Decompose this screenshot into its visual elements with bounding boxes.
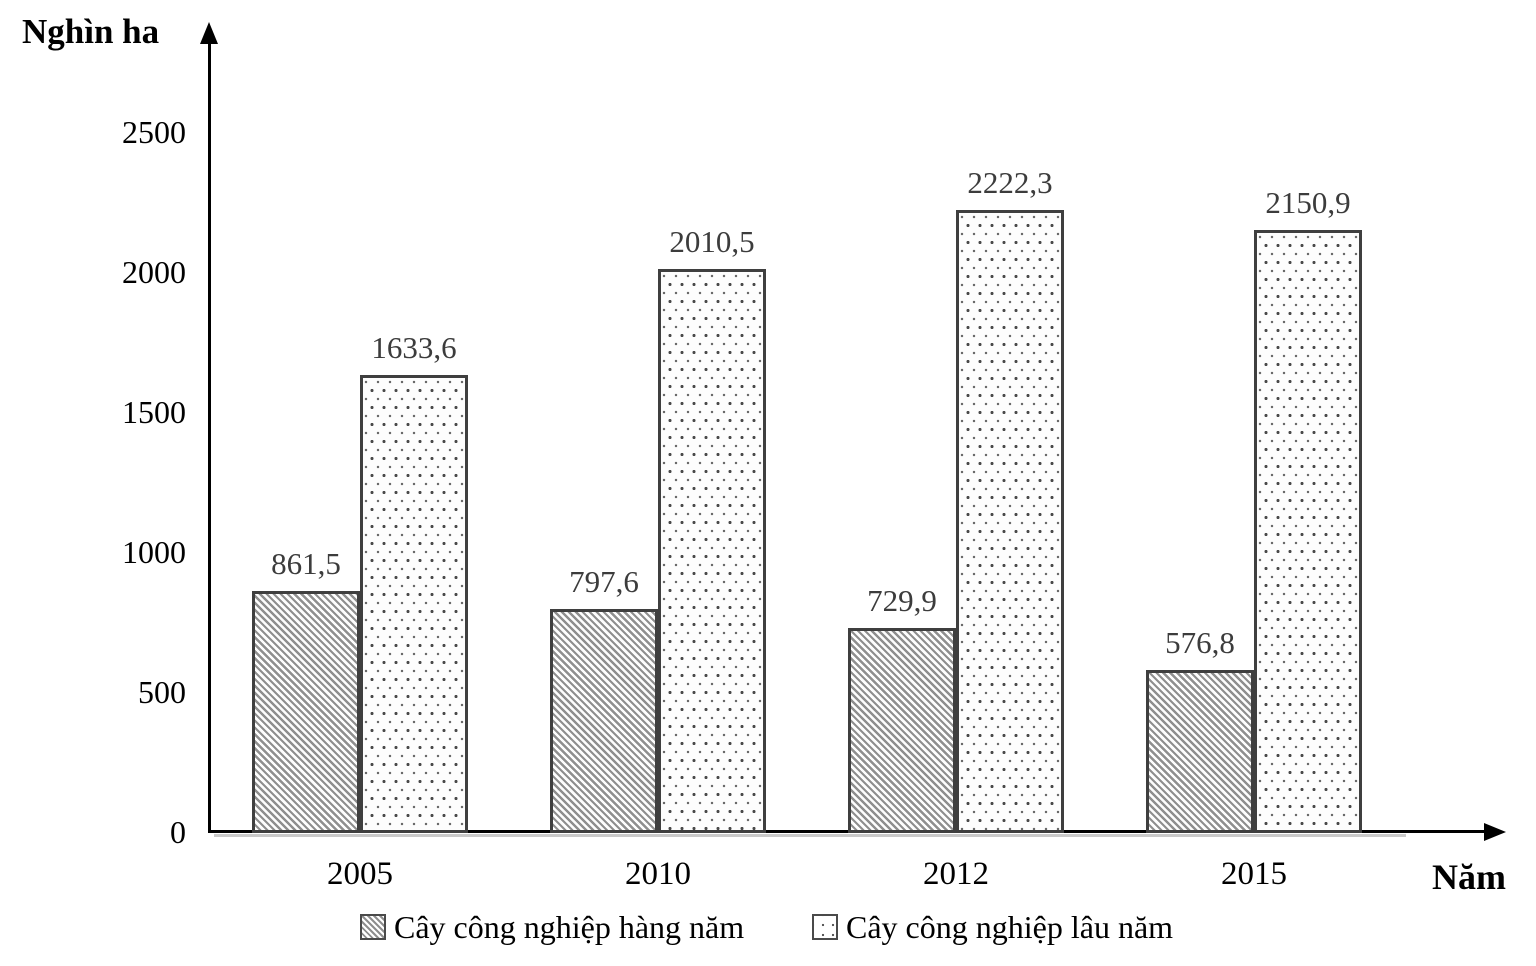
bar-2012-series2 [956, 209, 1064, 833]
y-tick-label: 1000 [122, 534, 186, 570]
bar-value-label: 2222,3 [967, 164, 1053, 200]
x-tick-label: 2010 [625, 856, 691, 892]
x-axis-line [208, 830, 1486, 833]
legend-label: Cây công nghiệp lâu năm [846, 909, 1174, 945]
x-tick-label: 2012 [923, 856, 989, 892]
bar-2012-series1 [848, 627, 956, 833]
x-tick-label: 2015 [1221, 856, 1287, 892]
y-axis-line [208, 34, 211, 832]
y-tick-label: 500 [138, 674, 186, 710]
y-tick-label: 2500 [122, 114, 186, 150]
x-tick-label: 2005 [327, 856, 393, 892]
legend-label: Cây công nghiệp hàng năm [394, 909, 745, 945]
y-axis-arrow-icon [200, 22, 218, 44]
x-axis-arrow-icon [1484, 823, 1506, 841]
bar-value-label: 729,9 [867, 582, 937, 618]
bar-value-label: 2150,9 [1265, 184, 1351, 220]
bar-2005-series1 [252, 590, 360, 833]
bar-2015-series1 [1146, 670, 1254, 833]
x-axis-shadow-line [214, 834, 1406, 837]
y-tick-label: 2000 [122, 254, 186, 290]
hatch-swatch-icon [360, 914, 386, 940]
bar-value-label: 861,5 [271, 545, 341, 581]
y-axis-title: Nghìn ha [22, 12, 160, 51]
bar-value-label: 1633,6 [371, 329, 457, 365]
y-tick-label: 1500 [122, 394, 186, 430]
dots-swatch-icon [812, 914, 838, 940]
y-tick-label: 0 [170, 814, 186, 850]
bar-2015-series2 [1254, 229, 1362, 833]
x-axis-title: Năm [1432, 857, 1506, 897]
bar-2010-series1 [550, 608, 658, 833]
bar-value-label: 2010,5 [669, 224, 755, 260]
legend-item-perennial-crops: Cây công nghiệp lâu năm [812, 908, 1173, 946]
bar-2005-series2 [360, 374, 468, 833]
bar-2010-series2 [658, 269, 766, 833]
bar-value-label: 797,6 [569, 563, 639, 599]
legend-item-annual-crops: Cây công nghiệp hàng năm [360, 908, 744, 946]
bar-value-label: 576,8 [1165, 625, 1235, 661]
